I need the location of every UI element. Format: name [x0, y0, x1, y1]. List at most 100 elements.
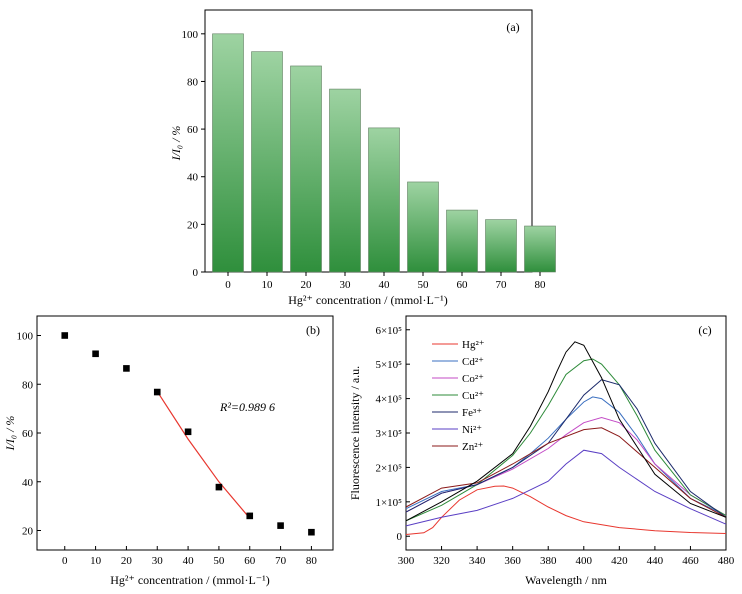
panel-a-x-axis-label: Hg²⁺ concentration / (mmol·L⁻¹): [288, 293, 448, 307]
x-tick-label: 30: [340, 279, 352, 291]
data-point: [123, 365, 130, 372]
y-tick-label: 80: [187, 76, 199, 88]
x-tick-label: 50: [213, 555, 225, 567]
panel-a-x-ticks: 0 10 20 30 40 50 60 70 80: [225, 272, 546, 291]
x-tick-label: 380: [540, 555, 557, 567]
panel-b-label: (b): [306, 323, 320, 337]
y-tick-label: 40: [187, 172, 199, 184]
panel-c-legend: Hg²⁺ Cd²⁺ Co²⁺ Cu²⁺ Fe³⁺ Ni²⁺ Zn²⁺: [432, 339, 485, 453]
x-tick-label: 70: [496, 279, 508, 291]
x-tick-label: 60: [244, 555, 256, 567]
x-tick-label: 20: [121, 555, 133, 567]
bar: [446, 209, 478, 273]
y-tick-label: 20: [187, 219, 199, 231]
panel-b-annotation: R²=0.989 6: [219, 400, 275, 414]
panel-b: 20 40 60 80 100 0 10 20 30 40 50 60 70 80 (b) R²=0.9…: [3, 315, 334, 587]
panel-c-y-ticks: 0 1×10⁵ 2×10⁵ 3×10⁵ 4×10⁵ 5×10⁵ 6×10⁵: [375, 325, 410, 543]
panel-c: 0 1×10⁵ 2×10⁵ 3×10⁵ 4×10⁵ 5×10⁵ 6×10⁵ 300 320 34…: [348, 315, 735, 587]
panel-c-lines: [405, 341, 727, 535]
panel-a-y-ticks: 0 20 40 60 80 100: [182, 29, 205, 279]
panel-b-y-axis-label: I/I₀ / %: [3, 416, 17, 452]
y-tick-label: 60: [22, 428, 34, 440]
panel-b-fit-line: [156, 391, 251, 519]
legend-label: Cu²⁺: [462, 390, 484, 402]
panel-a-label: (a): [506, 20, 519, 34]
y-tick-label: 40: [22, 477, 34, 489]
legend-label: Co²⁺: [462, 373, 484, 385]
x-tick-label: 480: [718, 555, 735, 567]
panel-a-bars: [212, 33, 556, 273]
x-tick-label: 0: [225, 279, 231, 291]
bar: [329, 88, 361, 273]
y-tick-label: 0: [397, 531, 403, 543]
x-tick-label: 80: [306, 555, 318, 567]
bar: [212, 33, 244, 273]
bar: [407, 181, 439, 273]
y-tick-label: 0: [193, 267, 199, 279]
x-tick-label: 440: [647, 555, 664, 567]
x-tick-label: 340: [469, 555, 486, 567]
panel-b-x-ticks: 0 10 20 30 40 50 60 70 80: [62, 546, 317, 567]
data-point: [92, 350, 99, 358]
y-tick-label: 2×10⁵: [375, 462, 402, 474]
y-tick-label: 80: [22, 379, 34, 391]
data-point: [61, 332, 69, 339]
x-tick-label: 40: [379, 279, 391, 291]
legend-label: Cd²⁺: [462, 356, 484, 368]
series-line: [405, 416, 727, 517]
x-tick-label: 400: [576, 555, 593, 567]
y-tick-label: 60: [187, 124, 199, 136]
bar: [251, 51, 283, 273]
legend-label: Hg²⁺: [462, 339, 485, 351]
series-line: [405, 358, 727, 522]
y-tick-label: 100: [17, 331, 34, 343]
x-tick-label: 360: [504, 555, 521, 567]
x-tick-label: 80: [535, 279, 547, 291]
y-tick-label: 5×10⁵: [375, 359, 402, 371]
x-tick-label: 0: [62, 555, 68, 567]
x-tick-label: 60: [457, 279, 469, 291]
bar: [290, 65, 322, 273]
x-tick-label: 460: [682, 555, 699, 567]
data-point: [184, 428, 192, 436]
data-point: [246, 512, 254, 520]
x-tick-label: 10: [90, 555, 102, 567]
y-tick-label: 6×10⁵: [375, 325, 402, 337]
y-tick-label: 20: [22, 526, 34, 538]
data-point: [308, 528, 315, 536]
x-tick-label: 10: [262, 279, 274, 291]
x-tick-label: 40: [183, 555, 195, 567]
x-tick-label: 50: [418, 279, 430, 291]
panel-c-x-axis-label: Wavelength / nm: [525, 573, 607, 587]
y-tick-label: 3×10⁵: [375, 428, 402, 440]
bar: [368, 127, 400, 273]
panel-c-y-axis-label: Fluorescence intensity / a.u.: [348, 366, 362, 500]
panel-b-points: [61, 332, 315, 536]
legend-label: Ni²⁺: [462, 424, 482, 436]
y-tick-label: 1×10⁵: [375, 497, 402, 509]
series-line: [405, 341, 727, 522]
y-tick-label: 4×10⁵: [375, 394, 402, 406]
data-point: [277, 522, 284, 529]
x-tick-label: 320: [433, 555, 450, 567]
x-tick-label: 300: [398, 555, 415, 567]
panel-b-y-ticks: 20 40 60 80 100: [17, 331, 41, 538]
series-line: [405, 485, 727, 535]
series-line: [405, 427, 727, 518]
x-tick-label: 420: [611, 555, 628, 567]
bar: [524, 225, 556, 273]
panel-c-x-ticks: 300 320 340 360 380 400 420 440 460 480: [398, 546, 735, 567]
legend-label: Fe³⁺: [462, 407, 482, 419]
panel-b-x-axis-label: Hg²⁺ concentration / (mmol·L⁻¹): [110, 573, 270, 587]
x-tick-label: 20: [301, 279, 313, 291]
series-line: [405, 449, 727, 527]
panel-a: 0 20 40 60 80 100 0 10 20 30 40 50 60 70 80 (a) Hg²⁺ …: [169, 9, 556, 307]
legend-label: Zn²⁺: [462, 441, 484, 453]
y-tick-label: 100: [182, 29, 199, 41]
data-point: [153, 388, 161, 396]
data-point: [215, 483, 223, 491]
x-tick-label: 30: [152, 555, 164, 567]
panel-a-y-axis-label: I/I₀ / %: [169, 126, 183, 162]
bar: [485, 219, 517, 273]
